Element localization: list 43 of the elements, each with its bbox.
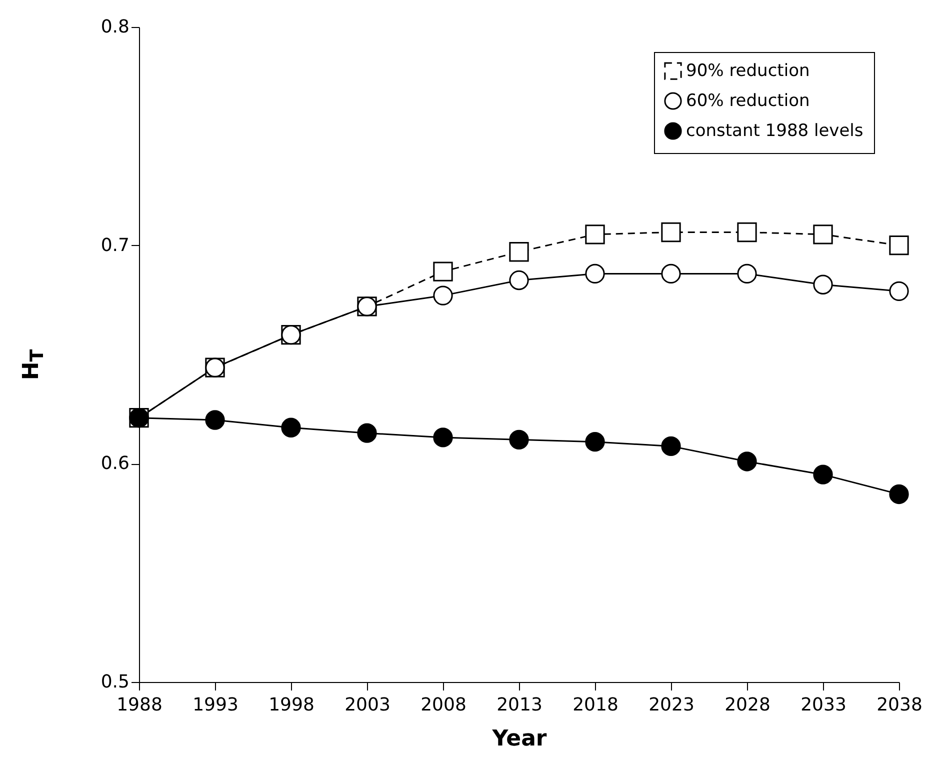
point [661, 264, 681, 284]
x-tick-label: 2028 [724, 694, 770, 716]
point [433, 286, 453, 306]
point [281, 418, 301, 438]
x-tick-label: 2003 [344, 694, 390, 716]
point [737, 264, 757, 284]
point [585, 264, 605, 284]
point [661, 436, 681, 456]
x-tick-label: 2038 [876, 694, 922, 716]
point [509, 430, 529, 450]
x-tick-label: 1998 [268, 694, 314, 716]
point [813, 274, 833, 294]
point [661, 222, 681, 242]
point [205, 410, 225, 430]
point [889, 484, 909, 504]
point [585, 224, 605, 244]
point [737, 452, 757, 472]
point [813, 224, 833, 244]
point [585, 432, 605, 452]
y-tick-label: 0.6 [100, 453, 130, 474]
point [433, 262, 453, 282]
x-tick-label: 2008 [420, 694, 466, 716]
point [433, 428, 453, 448]
point [889, 281, 909, 301]
legend-label: constant 1988 levels [686, 121, 864, 141]
x-axis-title: Year [491, 726, 547, 752]
point [737, 222, 757, 242]
x-tick-label: 2018 [572, 694, 618, 716]
x-tick-label: 2023 [648, 694, 694, 716]
x-tick-label: 2013 [496, 694, 542, 716]
x-tick-label: 2033 [800, 694, 846, 716]
y-tick-label: 0.8 [100, 16, 130, 38]
point [357, 423, 377, 443]
point [813, 464, 833, 484]
point [509, 242, 529, 262]
legend-label: 90% reduction [686, 61, 810, 81]
point [509, 270, 529, 290]
y-tick-label: 0.5 [100, 672, 130, 692]
x-tick-label: 1988 [116, 694, 162, 716]
y-tick-label: 0.7 [100, 234, 130, 256]
legend-label: 60% reduction [686, 91, 810, 111]
point [889, 236, 909, 256]
x-tick-label: 1993 [192, 694, 238, 716]
